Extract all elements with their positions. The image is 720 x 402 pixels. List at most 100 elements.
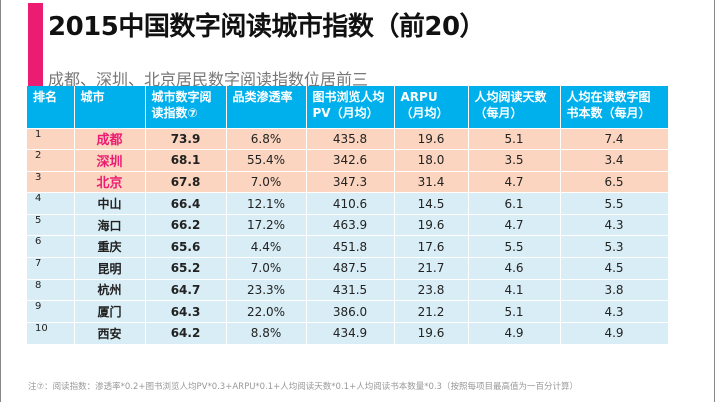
table-cell: 4.9 bbox=[468, 321, 561, 344]
table-cell: 4.1 bbox=[468, 278, 561, 301]
table-cell: 23.3% bbox=[226, 278, 307, 301]
table-cell: 5 bbox=[27, 213, 75, 236]
table-cell: 9 bbox=[27, 300, 75, 323]
table-cell: 8.8% bbox=[226, 321, 307, 344]
table-cell: 海口 bbox=[74, 213, 146, 236]
footnote: 注⑦：阅读指数：渗透率*0.2+图书浏览人均PV*0.3+ARPU*0.1+人均… bbox=[28, 382, 578, 392]
table-cell: 8 bbox=[27, 278, 75, 301]
table-cell: 6 bbox=[27, 235, 75, 258]
table-cell: 19.6 bbox=[394, 213, 469, 236]
table-cell: 21.7 bbox=[394, 257, 469, 280]
table-row: 3 北京 67.8 7.0% 347.3 31.4 4.7 6.5 bbox=[27, 170, 669, 193]
column-header: 图书浏览人均PV（月均） bbox=[306, 86, 395, 128]
table-cell: 西安 bbox=[74, 321, 146, 344]
table-cell: 65.6 bbox=[145, 235, 227, 258]
table-cell: 厦门 bbox=[74, 300, 146, 323]
table-cell: 68.1 bbox=[145, 149, 227, 172]
table-cell: 21.2 bbox=[394, 300, 469, 323]
table-cell: 23.8 bbox=[394, 278, 469, 301]
table-cell: 3.8 bbox=[560, 278, 669, 301]
table-cell: 19.6 bbox=[394, 321, 469, 344]
table-cell: 347.3 bbox=[306, 170, 395, 193]
table-cell: 22.0% bbox=[226, 300, 307, 323]
table-cell: 463.9 bbox=[306, 213, 395, 236]
table-cell: 4.7 bbox=[468, 170, 561, 193]
table-cell: 66.2 bbox=[145, 213, 227, 236]
table-row: 1 成都 73.9 6.8% 435.8 19.6 5.1 7.4 bbox=[27, 127, 669, 150]
column-header: 人均在读数字图书本数（每月） bbox=[560, 86, 669, 128]
table-cell: 5.5 bbox=[468, 235, 561, 258]
column-header: 品类渗透率 bbox=[226, 86, 307, 128]
table-cell: 3.4 bbox=[560, 149, 669, 172]
table-cell: 65.2 bbox=[145, 257, 227, 280]
table-cell: 深圳 bbox=[74, 149, 146, 172]
table-cell: 7.0% bbox=[226, 257, 307, 280]
table-cell: 7 bbox=[27, 257, 75, 280]
table-cell: 中山 bbox=[74, 192, 146, 215]
table-cell: 67.8 bbox=[145, 170, 227, 193]
table-cell: 55.4% bbox=[226, 149, 307, 172]
table-cell: 3.5 bbox=[468, 149, 561, 172]
table-cell: 434.9 bbox=[306, 321, 395, 344]
table-cell: 4.9 bbox=[560, 321, 669, 344]
table-row: 10 西安 64.2 8.8% 434.9 19.6 4.9 4.9 bbox=[27, 321, 669, 344]
table-cell: 重庆 bbox=[74, 235, 146, 258]
table-cell: 487.5 bbox=[306, 257, 395, 280]
table-cell: 14.5 bbox=[394, 192, 469, 215]
ranking-table: 排名 城市 城市数字阅读指数⑦ 品类渗透率 图书浏览人均PV（月均） ARPU（月均） 人均… bbox=[27, 86, 669, 344]
table-cell: 64.3 bbox=[145, 300, 227, 323]
table-cell: 4.4% bbox=[226, 235, 307, 258]
column-header: 人均阅读天数（每月） bbox=[468, 86, 561, 128]
table-cell: 31.4 bbox=[394, 170, 469, 193]
table-cell: 19.6 bbox=[394, 127, 469, 150]
table-cell: 5.5 bbox=[560, 192, 669, 215]
table-cell: 12.1% bbox=[226, 192, 307, 215]
table-cell: 410.6 bbox=[306, 192, 395, 215]
table-cell: 435.8 bbox=[306, 127, 395, 150]
table-cell: 5.1 bbox=[468, 300, 561, 323]
table-cell: 386.0 bbox=[306, 300, 395, 323]
table-cell: 4.3 bbox=[560, 213, 669, 236]
table-row: 2 深圳 68.1 55.4% 342.6 18.0 3.5 3.4 bbox=[27, 149, 669, 172]
table-cell: 17.6 bbox=[394, 235, 469, 258]
column-header: ARPU（月均） bbox=[394, 86, 469, 128]
table-cell: 北京 bbox=[74, 170, 146, 193]
table-cell: 7.4 bbox=[560, 127, 669, 150]
table-cell: 1 bbox=[27, 127, 75, 150]
table-cell: 4.6 bbox=[468, 257, 561, 280]
table-cell: 431.5 bbox=[306, 278, 395, 301]
table-row: 4 中山 66.4 12.1% 410.6 14.5 6.1 5.5 bbox=[27, 192, 669, 215]
table-cell: 64.2 bbox=[145, 321, 227, 344]
table-row: 5 海口 66.2 17.2% 463.9 19.6 4.7 4.3 bbox=[27, 213, 669, 236]
table-cell: 6.1 bbox=[468, 192, 561, 215]
table-row: 9 厦门 64.3 22.0% 386.0 21.2 5.1 4.3 bbox=[27, 300, 669, 323]
table-cell: 成都 bbox=[74, 127, 146, 150]
table-cell: 342.6 bbox=[306, 149, 395, 172]
column-header: 城市 bbox=[74, 86, 146, 128]
table-cell: 6.5 bbox=[560, 170, 669, 193]
table-cell: 4.7 bbox=[468, 213, 561, 236]
page-subtitle: 成都、深圳、北京居民数字阅读指数位居前三 bbox=[48, 70, 369, 89]
column-header: 城市数字阅读指数⑦ bbox=[145, 86, 227, 128]
table-cell: 5.1 bbox=[468, 127, 561, 150]
table-cell: 2 bbox=[27, 149, 75, 172]
table-cell: 64.7 bbox=[145, 278, 227, 301]
table-cell: 昆明 bbox=[74, 257, 146, 280]
page-title: 2015中国数字阅读城市指数（前20） bbox=[48, 12, 486, 42]
table-cell: 4.5 bbox=[560, 257, 669, 280]
table-row: 7 昆明 65.2 7.0% 487.5 21.7 4.6 4.5 bbox=[27, 257, 669, 280]
table-row: 8 杭州 64.7 23.3% 431.5 23.8 4.1 3.8 bbox=[27, 278, 669, 301]
table-cell: 18.0 bbox=[394, 149, 469, 172]
table-row: 6 重庆 65.6 4.4% 451.8 17.6 5.5 5.3 bbox=[27, 235, 669, 258]
table-cell: 66.4 bbox=[145, 192, 227, 215]
table-cell: 451.8 bbox=[306, 235, 395, 258]
table-cell: 17.2% bbox=[226, 213, 307, 236]
table-cell: 4.3 bbox=[560, 300, 669, 323]
accent-bar bbox=[28, 3, 43, 103]
table-cell: 10 bbox=[27, 321, 75, 344]
table-cell: 3 bbox=[27, 170, 75, 193]
table-cell: 73.9 bbox=[145, 127, 227, 150]
table-cell: 7.0% bbox=[226, 170, 307, 193]
column-header: 排名 bbox=[27, 86, 75, 128]
